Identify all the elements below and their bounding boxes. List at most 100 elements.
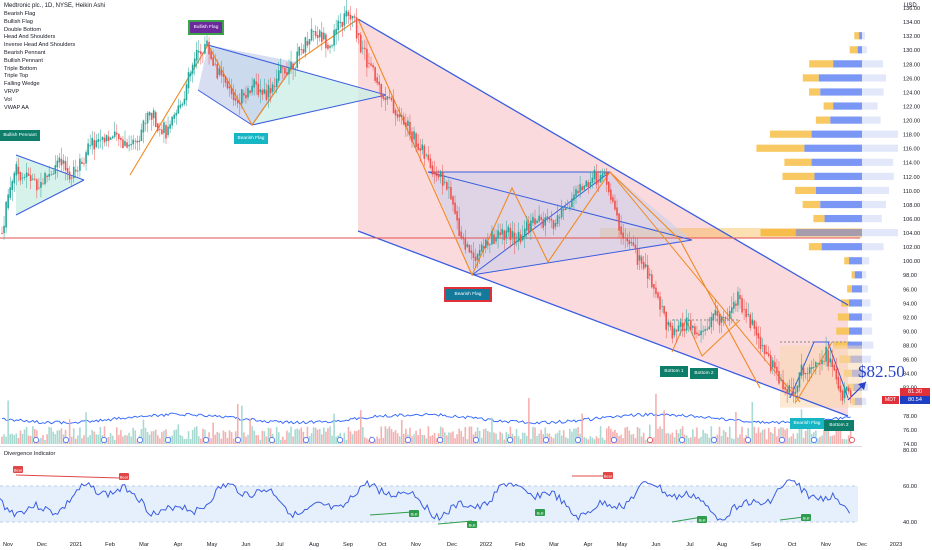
event-marker[interactable] — [811, 437, 817, 443]
volume-bar — [739, 434, 741, 444]
legend-item[interactable]: Bearish Flag — [4, 11, 36, 17]
event-marker[interactable] — [101, 437, 107, 443]
event-marker[interactable] — [575, 437, 581, 443]
event-marker[interactable] — [269, 437, 275, 443]
event-marker[interactable] — [679, 437, 685, 443]
legend-item[interactable]: Vol — [4, 96, 12, 103]
event-marker[interactable] — [543, 437, 549, 443]
event-marker[interactable] — [165, 437, 171, 443]
event-marker[interactable] — [33, 437, 39, 443]
legend-item[interactable]: Double Bottom — [4, 26, 42, 33]
volume-bar — [610, 428, 612, 444]
event-marker[interactable] — [849, 437, 855, 443]
volume-bar — [847, 435, 850, 444]
candle-body — [398, 114, 401, 117]
event-marker[interactable] — [711, 437, 717, 443]
event-marker[interactable] — [137, 437, 143, 443]
candle-body — [480, 244, 483, 252]
candle-body — [696, 332, 698, 335]
vrvp-ghost-bar — [862, 397, 867, 406]
legend-item[interactable]: Bearish Pennant — [4, 49, 46, 56]
legend-item[interactable]: Bullish Pennant — [4, 57, 43, 64]
event-marker[interactable] — [235, 437, 241, 443]
candle-body — [591, 177, 594, 184]
legend-item[interactable]: VWAP AA — [4, 104, 29, 111]
candle-body — [630, 242, 633, 244]
volume-bar — [718, 426, 721, 444]
event-marker[interactable] — [507, 437, 513, 443]
divergence-title: Divergence Indicator — [4, 451, 56, 457]
candle-body — [171, 116, 173, 126]
candle-body — [638, 255, 641, 261]
pane-separator — [0, 446, 862, 447]
candle-body — [661, 305, 663, 307]
volume-bar — [142, 419, 145, 444]
candle-body — [673, 328, 676, 336]
volume-bar — [171, 435, 173, 444]
volume-bar — [130, 436, 132, 444]
vrvp-up-bar — [815, 116, 831, 124]
volume-bar — [109, 433, 112, 444]
event-marker[interactable] — [405, 437, 411, 443]
vrvp-down-bar — [815, 186, 862, 195]
volume-bar — [134, 430, 137, 444]
event-marker[interactable] — [779, 437, 785, 443]
volume-bar — [835, 430, 838, 444]
volume-bar — [366, 438, 368, 444]
event-marker[interactable] — [303, 437, 309, 443]
candle-body — [282, 67, 284, 69]
signal-box — [119, 473, 129, 480]
legend-item[interactable]: Head And Shoulders — [4, 34, 56, 41]
volume-bar — [558, 430, 561, 444]
candle-body — [634, 244, 637, 250]
candle-body — [454, 202, 456, 214]
candle-body — [335, 28, 337, 34]
legend-item[interactable]: Inverse Head And Shoulders — [4, 42, 76, 49]
signal-box — [801, 514, 811, 521]
volume-bar — [581, 413, 583, 444]
event-marker[interactable] — [369, 437, 375, 443]
volume-bar — [493, 432, 495, 444]
volume-bar — [667, 432, 670, 444]
volume-bar — [675, 429, 678, 444]
candle-body — [815, 362, 817, 368]
event-marker[interactable] — [437, 437, 443, 443]
vrvp-down-bar — [833, 60, 862, 68]
legend-item[interactable]: Triple Bottom — [4, 65, 38, 72]
candle-body — [218, 68, 221, 75]
event-marker[interactable] — [203, 437, 209, 443]
vrvp-ghost-bar — [862, 88, 884, 96]
event-marker[interactable] — [647, 437, 653, 443]
vrvp-up-bar — [844, 257, 850, 265]
event-marker[interactable] — [611, 437, 617, 443]
volume-bar — [636, 427, 639, 444]
candle-body — [536, 220, 538, 223]
candle-body — [687, 320, 690, 321]
legend-item[interactable]: VRVP — [4, 88, 20, 95]
signal-box — [603, 472, 613, 479]
event-marker[interactable] — [337, 437, 343, 443]
candle-body — [85, 152, 87, 164]
volume-bar — [786, 428, 788, 444]
candle-body — [273, 86, 276, 88]
event-marker[interactable] — [473, 437, 479, 443]
volume-bar — [819, 436, 821, 444]
volume-bar — [154, 429, 157, 444]
volume-bar — [323, 427, 325, 444]
candle-body — [294, 67, 296, 69]
legend-item[interactable]: Falling Wedge — [4, 81, 40, 88]
volume-bar — [538, 433, 540, 444]
volume-bar — [556, 432, 559, 444]
legend-item[interactable]: Bullish Flag — [4, 18, 33, 25]
legend-item[interactable]: Triple Top — [4, 73, 29, 80]
candle-body — [556, 215, 559, 224]
event-marker[interactable] — [745, 437, 751, 443]
volume-bar — [509, 426, 512, 444]
volume-bar — [75, 438, 77, 444]
event-marker[interactable] — [63, 437, 69, 443]
volume-bar — [798, 426, 801, 444]
volume-bar — [257, 435, 260, 444]
vrvp-up-bar — [833, 341, 848, 349]
candle-body — [567, 207, 569, 209]
